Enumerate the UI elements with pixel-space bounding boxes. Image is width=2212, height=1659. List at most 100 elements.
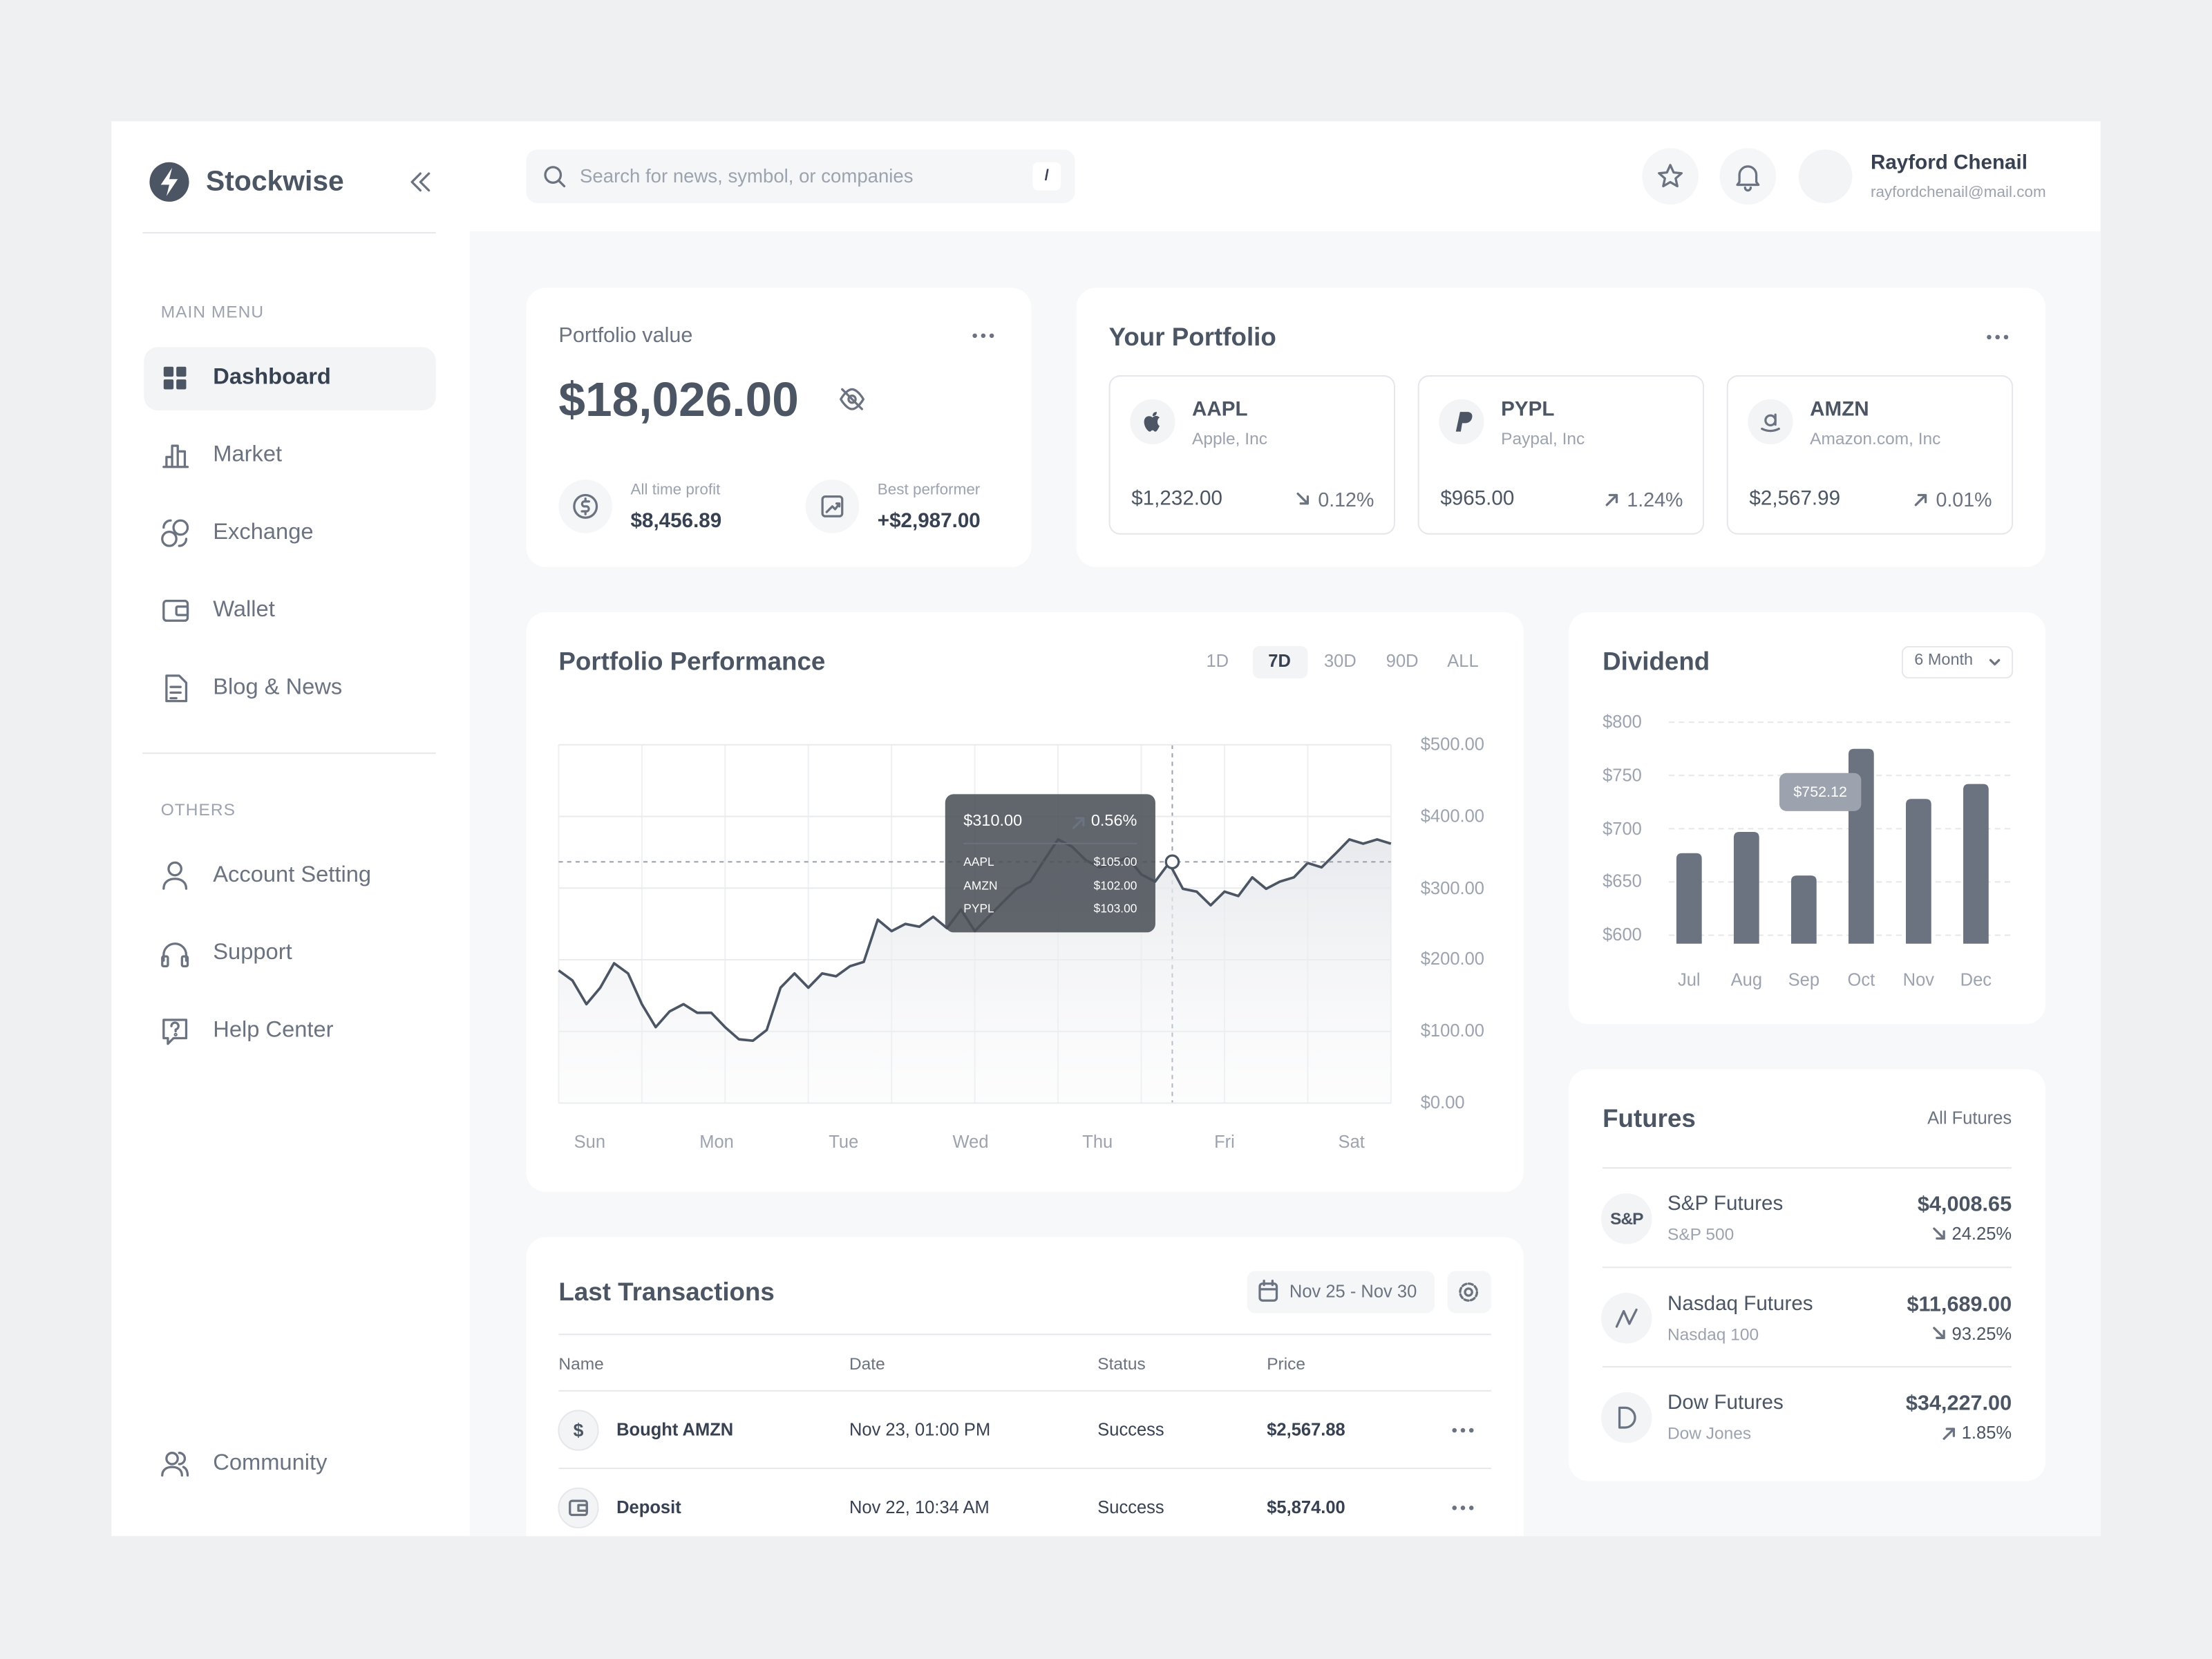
market-icon xyxy=(162,444,189,468)
support-icon xyxy=(161,942,189,968)
y-tick-label: $400.00 xyxy=(1420,806,1484,826)
more-button[interactable] xyxy=(1452,1428,1474,1433)
transaction-status: Success xyxy=(1097,1420,1164,1440)
menu-item[interactable]: Market xyxy=(213,443,283,467)
card-title: Portfolio value xyxy=(558,323,693,348)
x-tick-label: Wed xyxy=(952,1132,989,1153)
stock-symbol: AMZN xyxy=(1810,399,1869,421)
dashboard-icon xyxy=(163,366,187,390)
stat-value: $8,456.89 xyxy=(630,510,722,533)
card-title: Last Transactions xyxy=(558,1278,775,1307)
x-tick-label: Fri xyxy=(1214,1132,1235,1153)
tooltip-value: $752.12 xyxy=(1793,783,1847,801)
calendar-icon xyxy=(1258,1280,1278,1302)
range-button[interactable]: 7D xyxy=(1268,651,1291,672)
tooltip-symbol: AAPL xyxy=(963,854,994,869)
avatar[interactable] xyxy=(1798,149,1853,203)
dot xyxy=(1460,1506,1466,1510)
y-tick-label: $800 xyxy=(1603,712,1642,732)
more-button[interactable] xyxy=(972,333,994,339)
area xyxy=(558,839,1391,1103)
shortcut-key: / xyxy=(1044,167,1049,184)
futures-change: 93.25% xyxy=(1951,1323,2012,1343)
range-button[interactable]: ALL xyxy=(1447,651,1479,672)
exchange-icon xyxy=(161,519,189,547)
section-title: OTHERS xyxy=(160,799,236,820)
y-tick-label: $700 xyxy=(1603,818,1642,839)
more-button[interactable] xyxy=(1987,334,2009,340)
collapse-icon[interactable] xyxy=(410,172,422,192)
menu-item[interactable]: Support xyxy=(213,940,292,965)
futures-change: 24.25% xyxy=(1951,1224,2012,1244)
menu-item[interactable]: Exchange xyxy=(213,520,314,544)
menu-item[interactable]: Blog & News xyxy=(213,675,343,700)
stock-card[interactable] xyxy=(1726,375,2014,535)
notifications-button[interactable] xyxy=(1719,148,1777,205)
y-tick-label: $200.00 xyxy=(1420,949,1484,969)
transaction-name: Deposit xyxy=(616,1497,681,1518)
trend-arrow xyxy=(1605,493,1618,506)
stock-company: Paypal, Inc xyxy=(1501,428,1585,449)
trend-arrow xyxy=(1933,1327,1945,1339)
futures-index: S&P 500 xyxy=(1667,1224,1734,1244)
menu-item[interactable]: Community xyxy=(213,1451,328,1476)
search-placeholder[interactable]: Search for news, symbol, or companies xyxy=(580,165,914,187)
period-select[interactable] xyxy=(1901,645,2014,679)
paypal-logo xyxy=(1455,412,1473,432)
x-tick-label: Jul xyxy=(1677,970,1701,990)
stock-card[interactable] xyxy=(1417,375,1705,535)
tooltip-price: $105.00 xyxy=(1093,854,1137,869)
range-button[interactable]: 1D xyxy=(1206,651,1229,672)
menu-item[interactable]: Help Center xyxy=(213,1018,334,1043)
collapse-icon[interactable] xyxy=(419,172,431,192)
tooltip-price: $102.00 xyxy=(1093,878,1137,892)
section-title: MAIN MENU xyxy=(160,301,265,322)
transaction-date: Nov 22, 10:34 AM xyxy=(849,1497,990,1518)
link[interactable]: All Futures xyxy=(1927,1108,2012,1128)
card-title: Your Portfolio xyxy=(1108,323,1276,352)
amazon-logo xyxy=(1761,413,1780,433)
range-button[interactable]: 90D xyxy=(1386,651,1419,672)
column-header: Price xyxy=(1267,1354,1306,1374)
stat-label: Best performer xyxy=(877,482,981,499)
futures-logo xyxy=(1618,1406,1636,1429)
hide-value-icon[interactable] xyxy=(840,388,865,410)
more-button[interactable] xyxy=(1452,1506,1474,1510)
menu-item[interactable]: Wallet xyxy=(213,598,275,623)
tooltip xyxy=(1779,772,1862,811)
gear-icon xyxy=(1459,1282,1479,1302)
stock-card[interactable] xyxy=(1108,375,1395,535)
search-box[interactable] xyxy=(526,149,1075,203)
shortcut-key xyxy=(1032,162,1061,191)
stock-change: 1.24% xyxy=(1627,488,1683,511)
favorites-button[interactable] xyxy=(1642,148,1699,205)
settings-button[interactable] xyxy=(1447,1271,1491,1314)
date-range-button[interactable] xyxy=(1247,1271,1435,1314)
futures-name: Nasdaq Futures xyxy=(1667,1292,1813,1316)
portfolio-total: $18,026.00 xyxy=(558,373,799,428)
period-select[interactable]: 6 Month xyxy=(1914,652,1974,670)
x-tick-label: Oct xyxy=(1847,970,1875,990)
menu-item[interactable]: Dashboard xyxy=(213,365,331,390)
trend-arrow xyxy=(1933,1227,1945,1240)
futures-name: S&P Futures xyxy=(1667,1193,1784,1216)
y-tick-label: $100.00 xyxy=(1420,1021,1484,1041)
apple-logo xyxy=(1144,412,1160,432)
dropdown-icon xyxy=(1989,658,2001,666)
help-icon xyxy=(162,1018,188,1045)
menu-active-bg xyxy=(144,347,436,411)
futures-price: $11,689.00 xyxy=(1907,1291,2012,1316)
stock-change: 0.12% xyxy=(1318,488,1374,511)
tooltip-change: 0.56% xyxy=(1090,813,1137,830)
menu-item[interactable]: Account Setting xyxy=(213,863,372,888)
date-range[interactable]: Nov 25 - Nov 30 xyxy=(1289,1282,1417,1302)
trend-arrow xyxy=(1296,492,1310,505)
charts xyxy=(558,399,2014,1528)
search-icon xyxy=(557,179,566,188)
trend-arrow xyxy=(1914,493,1927,506)
account-icon xyxy=(162,861,188,890)
card-title: Dividend xyxy=(1603,647,1710,676)
range-button[interactable]: 30D xyxy=(1323,651,1356,672)
transaction-price: $2,567.88 xyxy=(1267,1420,1345,1440)
